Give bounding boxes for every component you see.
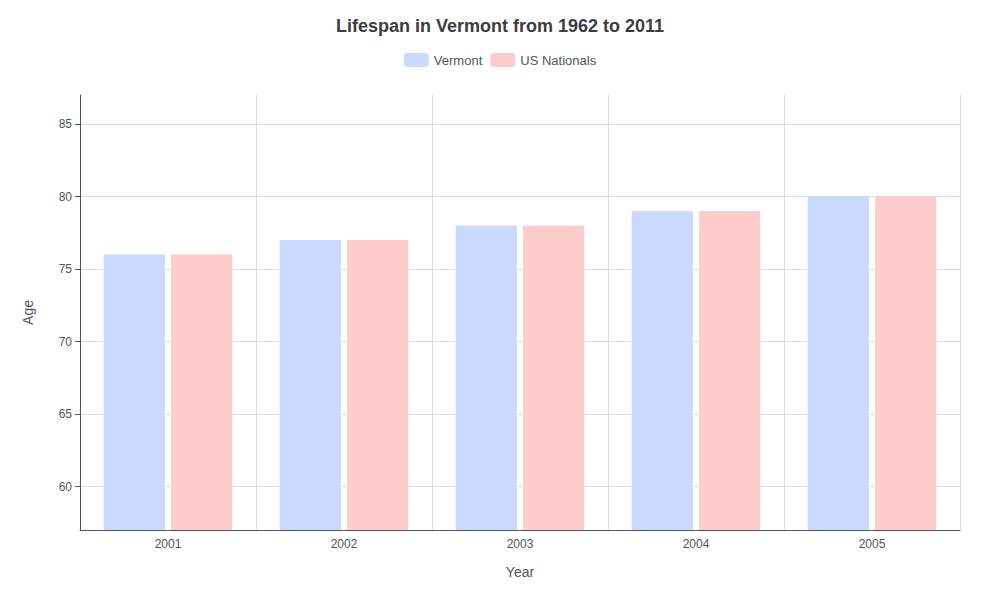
- svg-text:Vermont: Vermont: [434, 53, 483, 68]
- svg-text:75: 75: [59, 262, 73, 276]
- svg-text:Age: Age: [20, 300, 36, 325]
- svg-text:65: 65: [59, 407, 73, 421]
- svg-text:2003: 2003: [507, 537, 534, 551]
- svg-text:80: 80: [59, 190, 73, 204]
- svg-text:2001: 2001: [155, 537, 182, 551]
- svg-text:60: 60: [59, 480, 73, 494]
- svg-text:70: 70: [59, 335, 73, 349]
- svg-text:US Nationals: US Nationals: [520, 53, 596, 68]
- svg-text:Year: Year: [506, 564, 535, 580]
- svg-text:2005: 2005: [859, 537, 886, 551]
- svg-text:2002: 2002: [331, 537, 358, 551]
- svg-text:2004: 2004: [683, 537, 710, 551]
- svg-text:Lifespan in Vermont from 1962: Lifespan in Vermont from 1962 to 2011: [336, 16, 664, 36]
- svg-text:85: 85: [59, 117, 73, 131]
